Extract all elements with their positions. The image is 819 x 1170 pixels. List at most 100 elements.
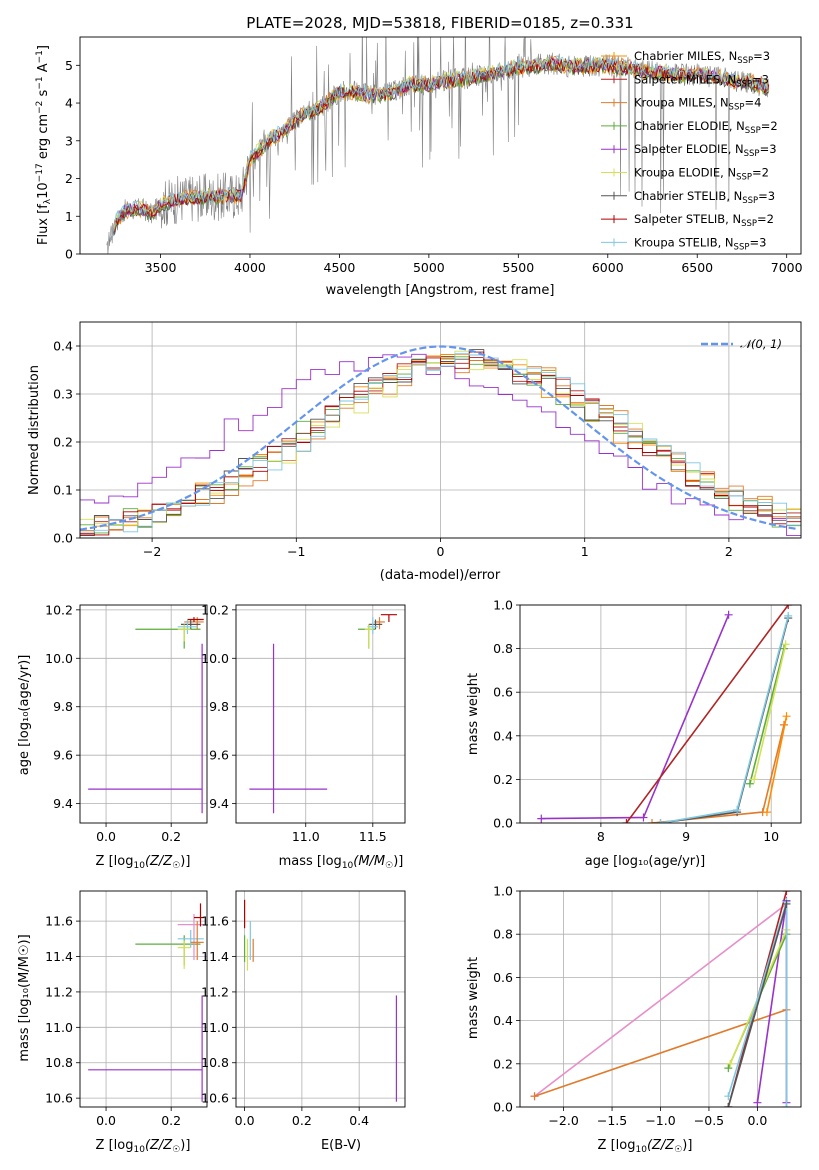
gaussian-legend-label: 𝒩(0, 1) [740, 337, 782, 351]
x-tick-label: 0.2 [161, 1113, 181, 1128]
x-tick-label: 9 [682, 829, 690, 844]
model-spectrum-line [110, 58, 770, 242]
y-tick-label: 10.6 [45, 1091, 73, 1106]
y-tick-label: 10.2 [201, 602, 229, 617]
axes-frame: 11.0 11.5 9.4 9.6 9.8 10.0 10.2 [201, 602, 406, 844]
x-tick-label: −1.0 [645, 1113, 675, 1128]
mass-weight-series-line [534, 903, 787, 1097]
residual-ylabel: Normed distribution [27, 365, 42, 495]
y-tick-label: 9.4 [209, 796, 229, 811]
errorbar-point [177, 940, 191, 969]
errorbar-point [364, 624, 373, 649]
age-mass-xlabel: mass [log10(M/M☉)] [279, 854, 404, 871]
data-layer [243, 899, 398, 1102]
x-tick-label: 11.5 [359, 829, 387, 844]
data-layer [80, 345, 801, 537]
y-tick-label: 0.4 [493, 1013, 513, 1028]
legend-label: Salpeter MILES, NSSP=3 [634, 72, 769, 89]
errorbar-point [88, 643, 203, 814]
grid-lines [236, 605, 405, 823]
model-spectrum-line [110, 60, 770, 242]
errorbar-point [177, 929, 204, 948]
x-tick-label: 7000 [771, 260, 803, 275]
mass-weight-point-marker [622, 819, 631, 823]
x-tick-label: 5500 [502, 260, 534, 275]
mass-weight-point-marker [781, 640, 790, 649]
mass-weight-point-marker [647, 819, 656, 823]
age-metallicity-plot-area: 0.0 0.2 9.4 9.6 9.8 10.0 10.2 [45, 602, 208, 844]
x-tick-label: 0.2 [161, 829, 181, 844]
y-tick-label: 11.0 [45, 1020, 73, 1035]
axes-border [519, 604, 802, 824]
y-tick-label: 0.4 [493, 728, 513, 743]
mass-weight-point-marker [782, 1103, 791, 1107]
x-tick-label: −1 [287, 544, 305, 559]
mass-weight-series-line [766, 716, 788, 813]
errorbar-point [177, 624, 191, 642]
mass-vs-metallicity-panel: 0.0 0.2 10.6 10.8 11.0 11.2 11.4 11.6 Z [log10(… [17, 890, 208, 1155]
mass-weight-point-marker [753, 1098, 762, 1107]
legend-label: Kroupa ELODIE, NSSP=2 [634, 166, 769, 183]
spectrum-ylabel: Flux [fλ10−17 erg cm−2 s−1 A−1] [35, 45, 53, 245]
data-layer [537, 605, 793, 823]
y-tick-label: 9.8 [209, 699, 229, 714]
axes-border [79, 36, 802, 255]
legend-label: Kroupa MILES, NSSP=4 [634, 96, 761, 113]
x-tick-label: −2.0 [548, 1113, 578, 1128]
mass-weight-point-marker [656, 819, 665, 823]
axes-frame: −2 −1 0 1 2 0.0 0.1 0.2 0.3 0.4 [53, 321, 802, 559]
x-tick-label: 3500 [145, 260, 177, 275]
y-tick-label: 1.0 [493, 884, 513, 899]
mass-weight-point-marker [750, 775, 759, 784]
data-layer [249, 614, 397, 814]
y-tick-label: 1 [65, 209, 73, 224]
mass-weight-point-marker [724, 1103, 733, 1107]
errorbar-point [380, 614, 397, 622]
y-tick-label: 11.4 [201, 949, 229, 964]
mass-ylabel: mass [log₁₀(M/M☉)] [17, 934, 32, 1061]
axes-frame: 0.0 0.2 10.6 10.8 11.0 11.2 11.4 11.6 [45, 890, 208, 1128]
legend-label: Chabrier MILES, NSSP=3 [634, 49, 770, 66]
spectrum-title: PLATE=2028, MJD=53818, FIBERID=0185, z=0… [246, 14, 633, 32]
x-tick-label: 4500 [324, 260, 356, 275]
mass-weight-point-marker [762, 808, 771, 817]
y-tick-label: 11.6 [201, 914, 229, 929]
y-tick-label: 0.2 [53, 435, 73, 450]
y-tick-label: 3 [65, 133, 73, 148]
errorbar-point [177, 619, 198, 635]
residual-xlabel: (data-model)/error [380, 568, 501, 583]
age-metallicity-xlabel: Z [log10(Z/Z☉)] [96, 854, 191, 871]
axes-frame: 0.0 0.2 9.4 9.6 9.8 10.0 10.2 [45, 602, 208, 844]
errorbar-point [249, 643, 328, 814]
x-tick-label: 0 [437, 544, 445, 559]
x-tick-label: 5000 [413, 260, 445, 275]
x-tick-label: −0.5 [694, 1113, 724, 1128]
y-tick-label: 10.0 [45, 651, 73, 666]
axes-border [79, 890, 208, 1108]
errorbar-point [368, 619, 383, 630]
errorbar-point [88, 995, 203, 1102]
mass-weight-age-ylabel: mass weight [466, 673, 481, 755]
data-layer [530, 891, 791, 1107]
age-vs-mass-panel: 11.0 11.5 9.4 9.6 9.8 10.0 10.2 mass [log10(M/… [201, 602, 406, 871]
y-tick-label: 10.8 [45, 1055, 73, 1070]
legend-label: Chabrier STELIB, NSSP=3 [634, 189, 775, 206]
y-tick-label: 11.6 [45, 914, 73, 929]
y-tick-label: 10.2 [45, 602, 73, 617]
legend-label: Kroupa STELIB, NSSP=3 [634, 235, 766, 252]
x-tick-label: −2 [143, 544, 161, 559]
errorbar-point [187, 617, 204, 622]
residual-histogram-panel: −2 −1 0 1 2 0.0 0.1 0.2 0.3 0.4 (data-model)/erro… [27, 321, 802, 583]
axes-border [235, 890, 406, 1108]
y-tick-label: 0.0 [493, 1100, 513, 1115]
y-tick-label: 9.6 [53, 748, 73, 763]
y-tick-label: 0.4 [53, 339, 73, 354]
y-tick-label: 11.0 [201, 1020, 229, 1035]
y-tick-label: 10.0 [201, 651, 229, 666]
mass-weight-metallicity-plot-area: −2.0 −1.5 −1.0 −0.5 0.0 0.0 0.2 0.4 0.6 0.8 1.0 [493, 884, 802, 1128]
axes-border [235, 604, 406, 824]
age-mass-plot-area: 11.0 11.5 9.4 9.6 9.8 10.0 10.2 [201, 602, 406, 844]
mass-weight-point-marker [537, 814, 546, 823]
x-tick-label: 1 [581, 544, 589, 559]
